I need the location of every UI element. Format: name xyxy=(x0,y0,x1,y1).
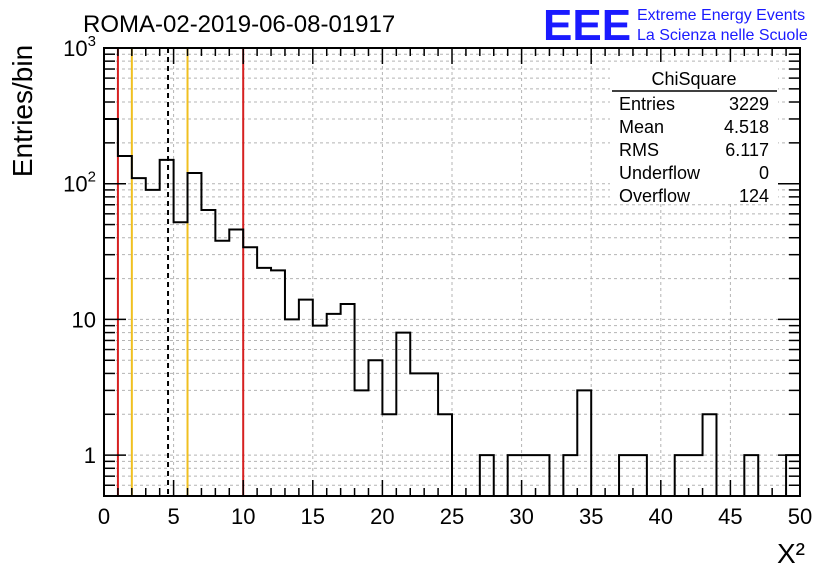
stats-row-value: 0 xyxy=(759,163,769,183)
histogram-series xyxy=(103,117,801,497)
chart-title: ROMA-02-2019-06-08-01917 xyxy=(83,11,395,38)
stats-box: ChiSquare Entries 3229 Mean 4.518 RMS 6.117 Un… xyxy=(610,62,778,206)
y-tick-label: 103 xyxy=(63,33,96,61)
stats-box-title: ChiSquare xyxy=(651,69,736,89)
stats-row-label: Overflow xyxy=(619,186,691,206)
stats-row-label: RMS xyxy=(619,140,659,160)
stats-row-label: Underflow xyxy=(619,163,701,183)
x-tick-label: 35 xyxy=(579,504,603,529)
stats-row-label: Entries xyxy=(619,94,675,114)
x-tick-label: 15 xyxy=(301,504,325,529)
stats-row-value: 124 xyxy=(739,186,769,206)
stats-row-label: Mean xyxy=(619,117,664,137)
x-tick-label: 5 xyxy=(167,504,179,529)
x-tick-label: 25 xyxy=(440,504,464,529)
x-tick-label: 40 xyxy=(649,504,673,529)
logo-line-2: La Scienza nelle Scuole xyxy=(637,27,808,44)
eee-logo-mark: EEE xyxy=(543,1,631,50)
y-tick-label: 1 xyxy=(84,443,96,468)
stats-row-value: 6.117 xyxy=(725,140,769,160)
x-tick-label: 30 xyxy=(509,504,533,529)
stats-row-value: 4.518 xyxy=(724,117,769,137)
x-tick-label: 20 xyxy=(370,504,394,529)
x-tick-label: 50 xyxy=(788,504,812,529)
y-tick-label: 10 xyxy=(72,307,96,332)
x-tick-label: 45 xyxy=(718,504,742,529)
x-tick-label: 10 xyxy=(231,504,255,529)
x-tick-label: 0 xyxy=(98,504,110,529)
stats-rows: Entries 3229 Mean 4.518 RMS 6.117 Underflow 0 Ov… xyxy=(619,94,769,206)
logo-line-1: Extreme Energy Events xyxy=(637,7,805,24)
eee-logo: EEE Extreme Energy Events La Scienza nel… xyxy=(543,1,808,50)
y-tick-label: 102 xyxy=(63,169,96,197)
stats-box-background xyxy=(610,62,778,202)
axis-ticks: 0 5 10 15 20 25 30 35 40 45 50 1 10 102 103 xyxy=(63,33,812,529)
y-axis-label: Entries/bin xyxy=(7,45,38,177)
stats-row-value: 3229 xyxy=(729,94,769,114)
x-axis-label: X² xyxy=(777,538,805,569)
